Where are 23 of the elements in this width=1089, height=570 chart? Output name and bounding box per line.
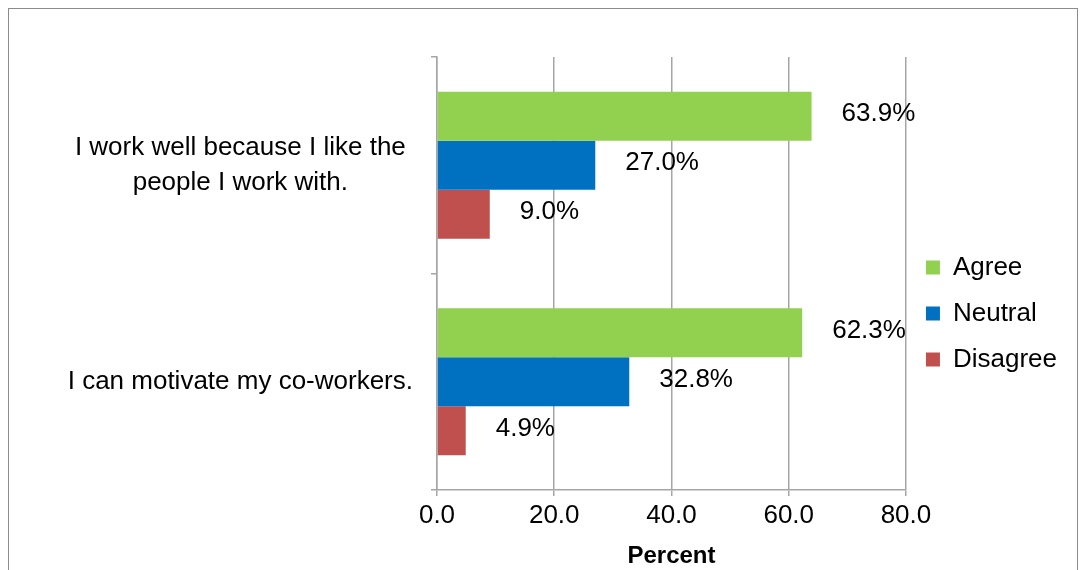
bar [437,308,803,358]
data-label: 4.9% [495,412,555,442]
legend-label: Neutral [952,296,1037,327]
data-label: 32.8% [659,362,733,393]
bar [437,357,630,407]
legend-label: Disagree [952,342,1058,373]
data-label: 63.9% [841,97,916,128]
x-axis-title: Percent [627,541,716,569]
data-label: 62.3% [832,313,906,344]
bar [437,406,466,456]
data-label: 27.0% [625,146,699,177]
y-tick-label: I can motivate my co-workers. [67,364,413,395]
y-tick-label: I work well because I like the people I work with. [74,130,406,196]
bar [437,91,812,141]
bar [437,189,490,239]
x-tick-label: 0.0 [418,498,456,529]
x-tick-label: 20.0 [528,498,580,529]
legend-label: Agree [952,250,1023,281]
x-tick-label: 40.0 [646,498,697,529]
x-tick-label: 80.0 [880,498,932,529]
data-label: 9.0% [519,195,580,226]
bar [437,140,596,190]
x-tick-label: 60.0 [763,498,815,529]
